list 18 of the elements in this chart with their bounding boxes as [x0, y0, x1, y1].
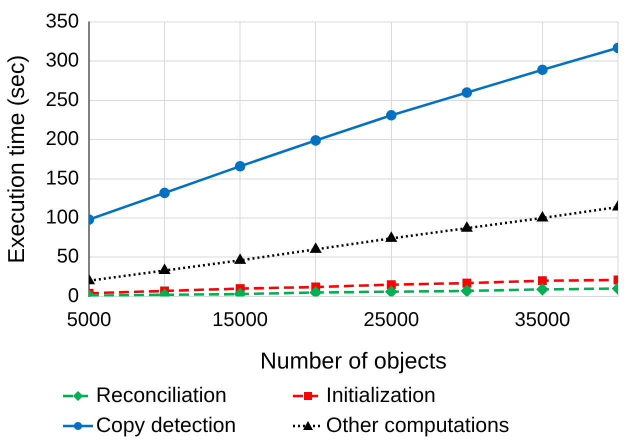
y-tick-label: 50 [56, 246, 79, 268]
y-tick-label: 350 [46, 10, 79, 33]
x-tick-label: 5000 [66, 308, 112, 331]
x-tick-label: 35000 [514, 308, 570, 331]
x-tick-label: 25000 [363, 308, 420, 331]
x-tick-label: 15000 [212, 308, 268, 331]
y-axis-title: Execution time (sec) [3, 55, 30, 264]
y-tick-label: 200 [46, 128, 79, 150]
legend-label: Other computations [326, 414, 510, 438]
y-tick-label: 250 [46, 88, 79, 111]
y-tick-label: 0 [68, 284, 79, 307]
legend-label: Initialization [326, 384, 436, 408]
x-axis-title: Number of objects [260, 348, 447, 374]
y-tick-label: 100 [46, 206, 79, 229]
legend-label: Reconciliation [96, 384, 227, 408]
y-tick-label: 150 [46, 167, 79, 190]
legend-label: Copy detection [96, 414, 236, 438]
y-tick-label: 300 [46, 50, 79, 72]
